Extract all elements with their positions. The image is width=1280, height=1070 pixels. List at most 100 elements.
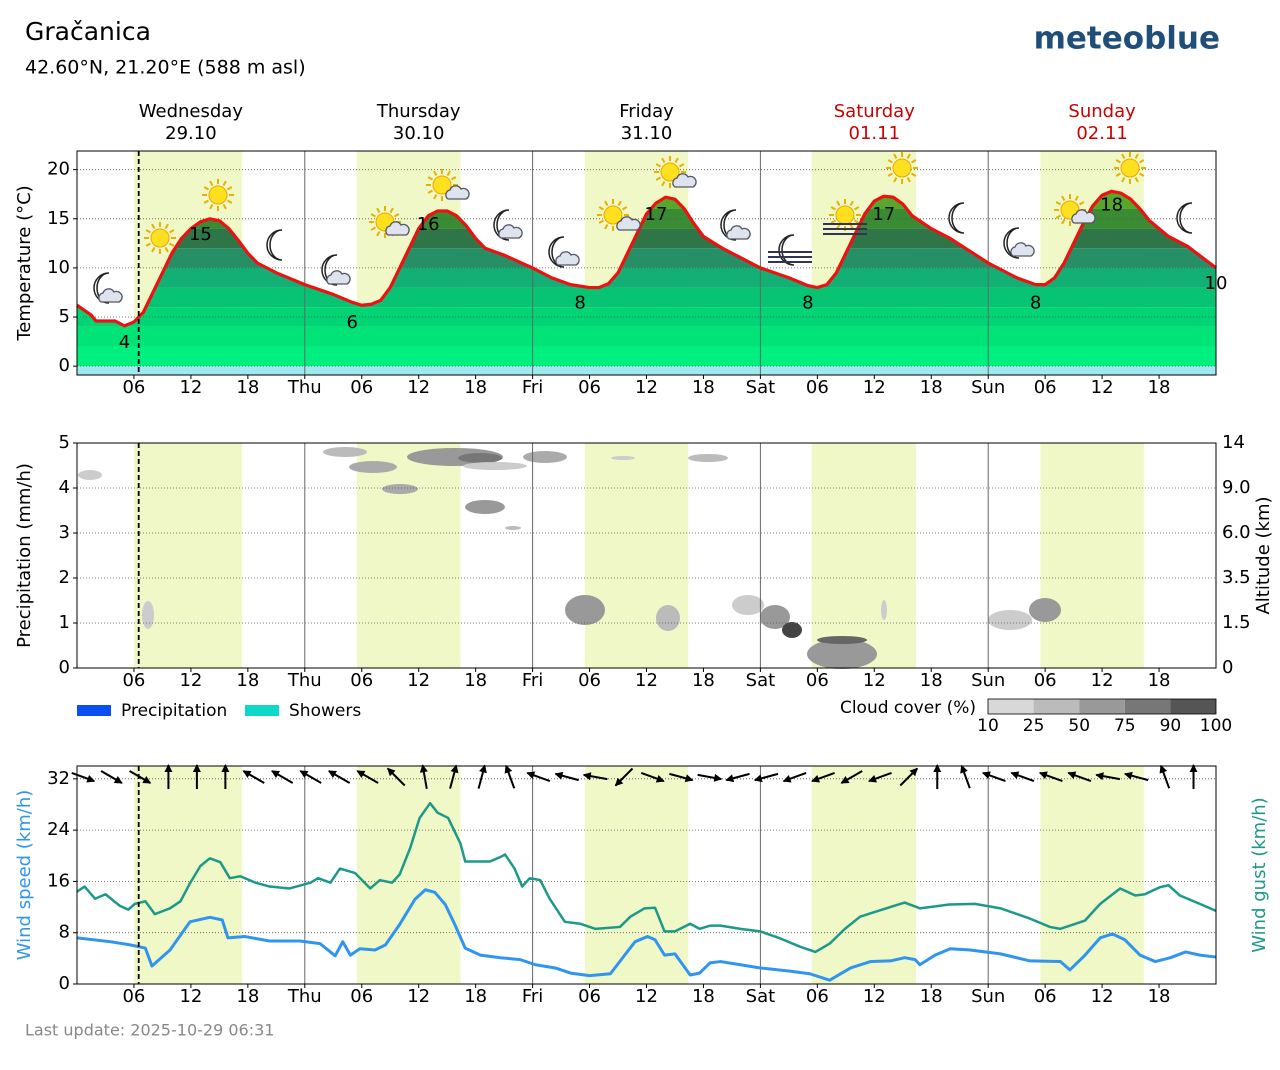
sun-ray bbox=[203, 199, 209, 204]
y2-tick-label: 1.5 bbox=[1222, 612, 1251, 633]
x-tick-label: Sat bbox=[746, 986, 776, 1007]
y-tick-label: 8 bbox=[59, 922, 70, 943]
cloud-blob bbox=[817, 636, 867, 644]
arrow-head bbox=[328, 770, 337, 778]
x-tick-label: Thu bbox=[287, 377, 322, 398]
sun-icon bbox=[835, 205, 855, 225]
x-tick-label: Sat bbox=[746, 670, 776, 691]
cloud-icon bbox=[385, 221, 410, 236]
wind-arrow bbox=[868, 771, 892, 783]
arrow-head bbox=[725, 774, 735, 783]
sun-ray bbox=[849, 200, 854, 206]
wind-arrow bbox=[526, 771, 551, 783]
cloud-icon bbox=[445, 185, 470, 200]
day-date: 02.11 bbox=[1076, 123, 1128, 144]
temperature-label: 16 bbox=[417, 214, 440, 235]
wind-arrow bbox=[697, 773, 723, 782]
x-tick-label: 18 bbox=[692, 377, 715, 398]
cloud-cover-swatch bbox=[1124, 699, 1171, 714]
arrow-head bbox=[782, 774, 792, 783]
day-date: 31.10 bbox=[621, 123, 673, 144]
legend-swatch bbox=[245, 705, 279, 716]
wind-arrow bbox=[554, 771, 579, 782]
y-tick-label: 3 bbox=[59, 522, 70, 543]
x-tick-label: 06 bbox=[578, 986, 601, 1007]
sun-ray bbox=[622, 206, 628, 211]
x-tick-label: 18 bbox=[464, 670, 487, 691]
arrow-head bbox=[811, 774, 821, 783]
cloud-blob bbox=[382, 484, 418, 494]
x-tick-label: 18 bbox=[920, 986, 943, 1007]
y-tick-label: 10 bbox=[47, 257, 70, 278]
sun-ray bbox=[427, 176, 433, 181]
arrow-head bbox=[192, 764, 201, 772]
y2-axis-label: Wind gust (km/h) bbox=[1249, 797, 1270, 952]
cloud-blob bbox=[732, 595, 764, 615]
sun-ray bbox=[893, 177, 898, 183]
arrow-head bbox=[526, 771, 536, 780]
cloud-icon bbox=[326, 270, 351, 285]
sun-ray bbox=[887, 159, 893, 164]
cloud-icon bbox=[726, 225, 751, 240]
sun-ray bbox=[836, 200, 841, 206]
sun-ray bbox=[145, 229, 151, 234]
sun-ray bbox=[222, 204, 227, 210]
sun-ray bbox=[911, 172, 917, 177]
y-tick-label: 5 bbox=[59, 432, 70, 453]
sun-ray bbox=[830, 206, 836, 211]
sun-ray bbox=[661, 157, 666, 163]
sun-ray bbox=[389, 207, 394, 213]
daylight-band bbox=[133, 443, 243, 668]
daylight-band bbox=[1040, 766, 1144, 984]
sun-ray bbox=[1139, 159, 1145, 164]
plot-frame bbox=[76, 150, 1217, 376]
wind-arrow bbox=[328, 770, 351, 784]
wind-arrow bbox=[356, 770, 379, 784]
y-tick-label: 2 bbox=[59, 567, 70, 588]
sun-icon bbox=[1120, 158, 1140, 178]
cloud-icon bbox=[672, 173, 697, 188]
sun-ray bbox=[227, 186, 233, 191]
sun-icon bbox=[208, 185, 228, 205]
x-tick-label: 18 bbox=[464, 986, 487, 1007]
arrow-head bbox=[713, 773, 723, 782]
daylight-band bbox=[357, 766, 461, 984]
x-tick-label: 18 bbox=[920, 670, 943, 691]
sun-ray bbox=[427, 189, 433, 194]
below-zero-band bbox=[77, 366, 1216, 375]
wind-arrow bbox=[811, 771, 835, 783]
x-tick-label: 18 bbox=[920, 377, 943, 398]
temperature-label: 15 bbox=[189, 224, 212, 245]
y-axis-label: Wind speed (km/h) bbox=[14, 790, 35, 961]
sun-ray bbox=[1121, 177, 1126, 183]
y-tick-label: 4 bbox=[59, 477, 70, 498]
cloud-cover-label: Cloud cover (%) bbox=[840, 698, 976, 718]
temperature-label: 17 bbox=[872, 204, 895, 225]
cloud-icon bbox=[1010, 242, 1035, 257]
cloud-blob bbox=[611, 456, 635, 460]
arrow-head bbox=[450, 764, 459, 774]
sun-ray bbox=[906, 177, 911, 183]
daylight-band bbox=[811, 443, 917, 668]
logo: meteoblue bbox=[1034, 21, 1220, 57]
x-tick-label: 06 bbox=[350, 670, 373, 691]
sun-ray bbox=[655, 176, 661, 181]
wind-arrow bbox=[1189, 764, 1198, 789]
temperature-label: 18 bbox=[1100, 194, 1123, 215]
sun-ray bbox=[145, 242, 151, 247]
arrow-head bbox=[164, 764, 173, 772]
arrow-head bbox=[479, 764, 487, 774]
sun-icon bbox=[660, 162, 680, 182]
sun-ray bbox=[169, 229, 175, 234]
sun-ray bbox=[911, 159, 917, 164]
cloud-blob bbox=[988, 610, 1032, 630]
wind-arrow bbox=[221, 764, 230, 789]
sun-ray bbox=[893, 153, 898, 159]
sun-ray bbox=[370, 226, 376, 231]
legend-label: Precipitation bbox=[121, 701, 227, 721]
sun-ray bbox=[674, 157, 679, 163]
x-tick-label: 18 bbox=[236, 377, 259, 398]
cloud-blob bbox=[323, 447, 367, 457]
